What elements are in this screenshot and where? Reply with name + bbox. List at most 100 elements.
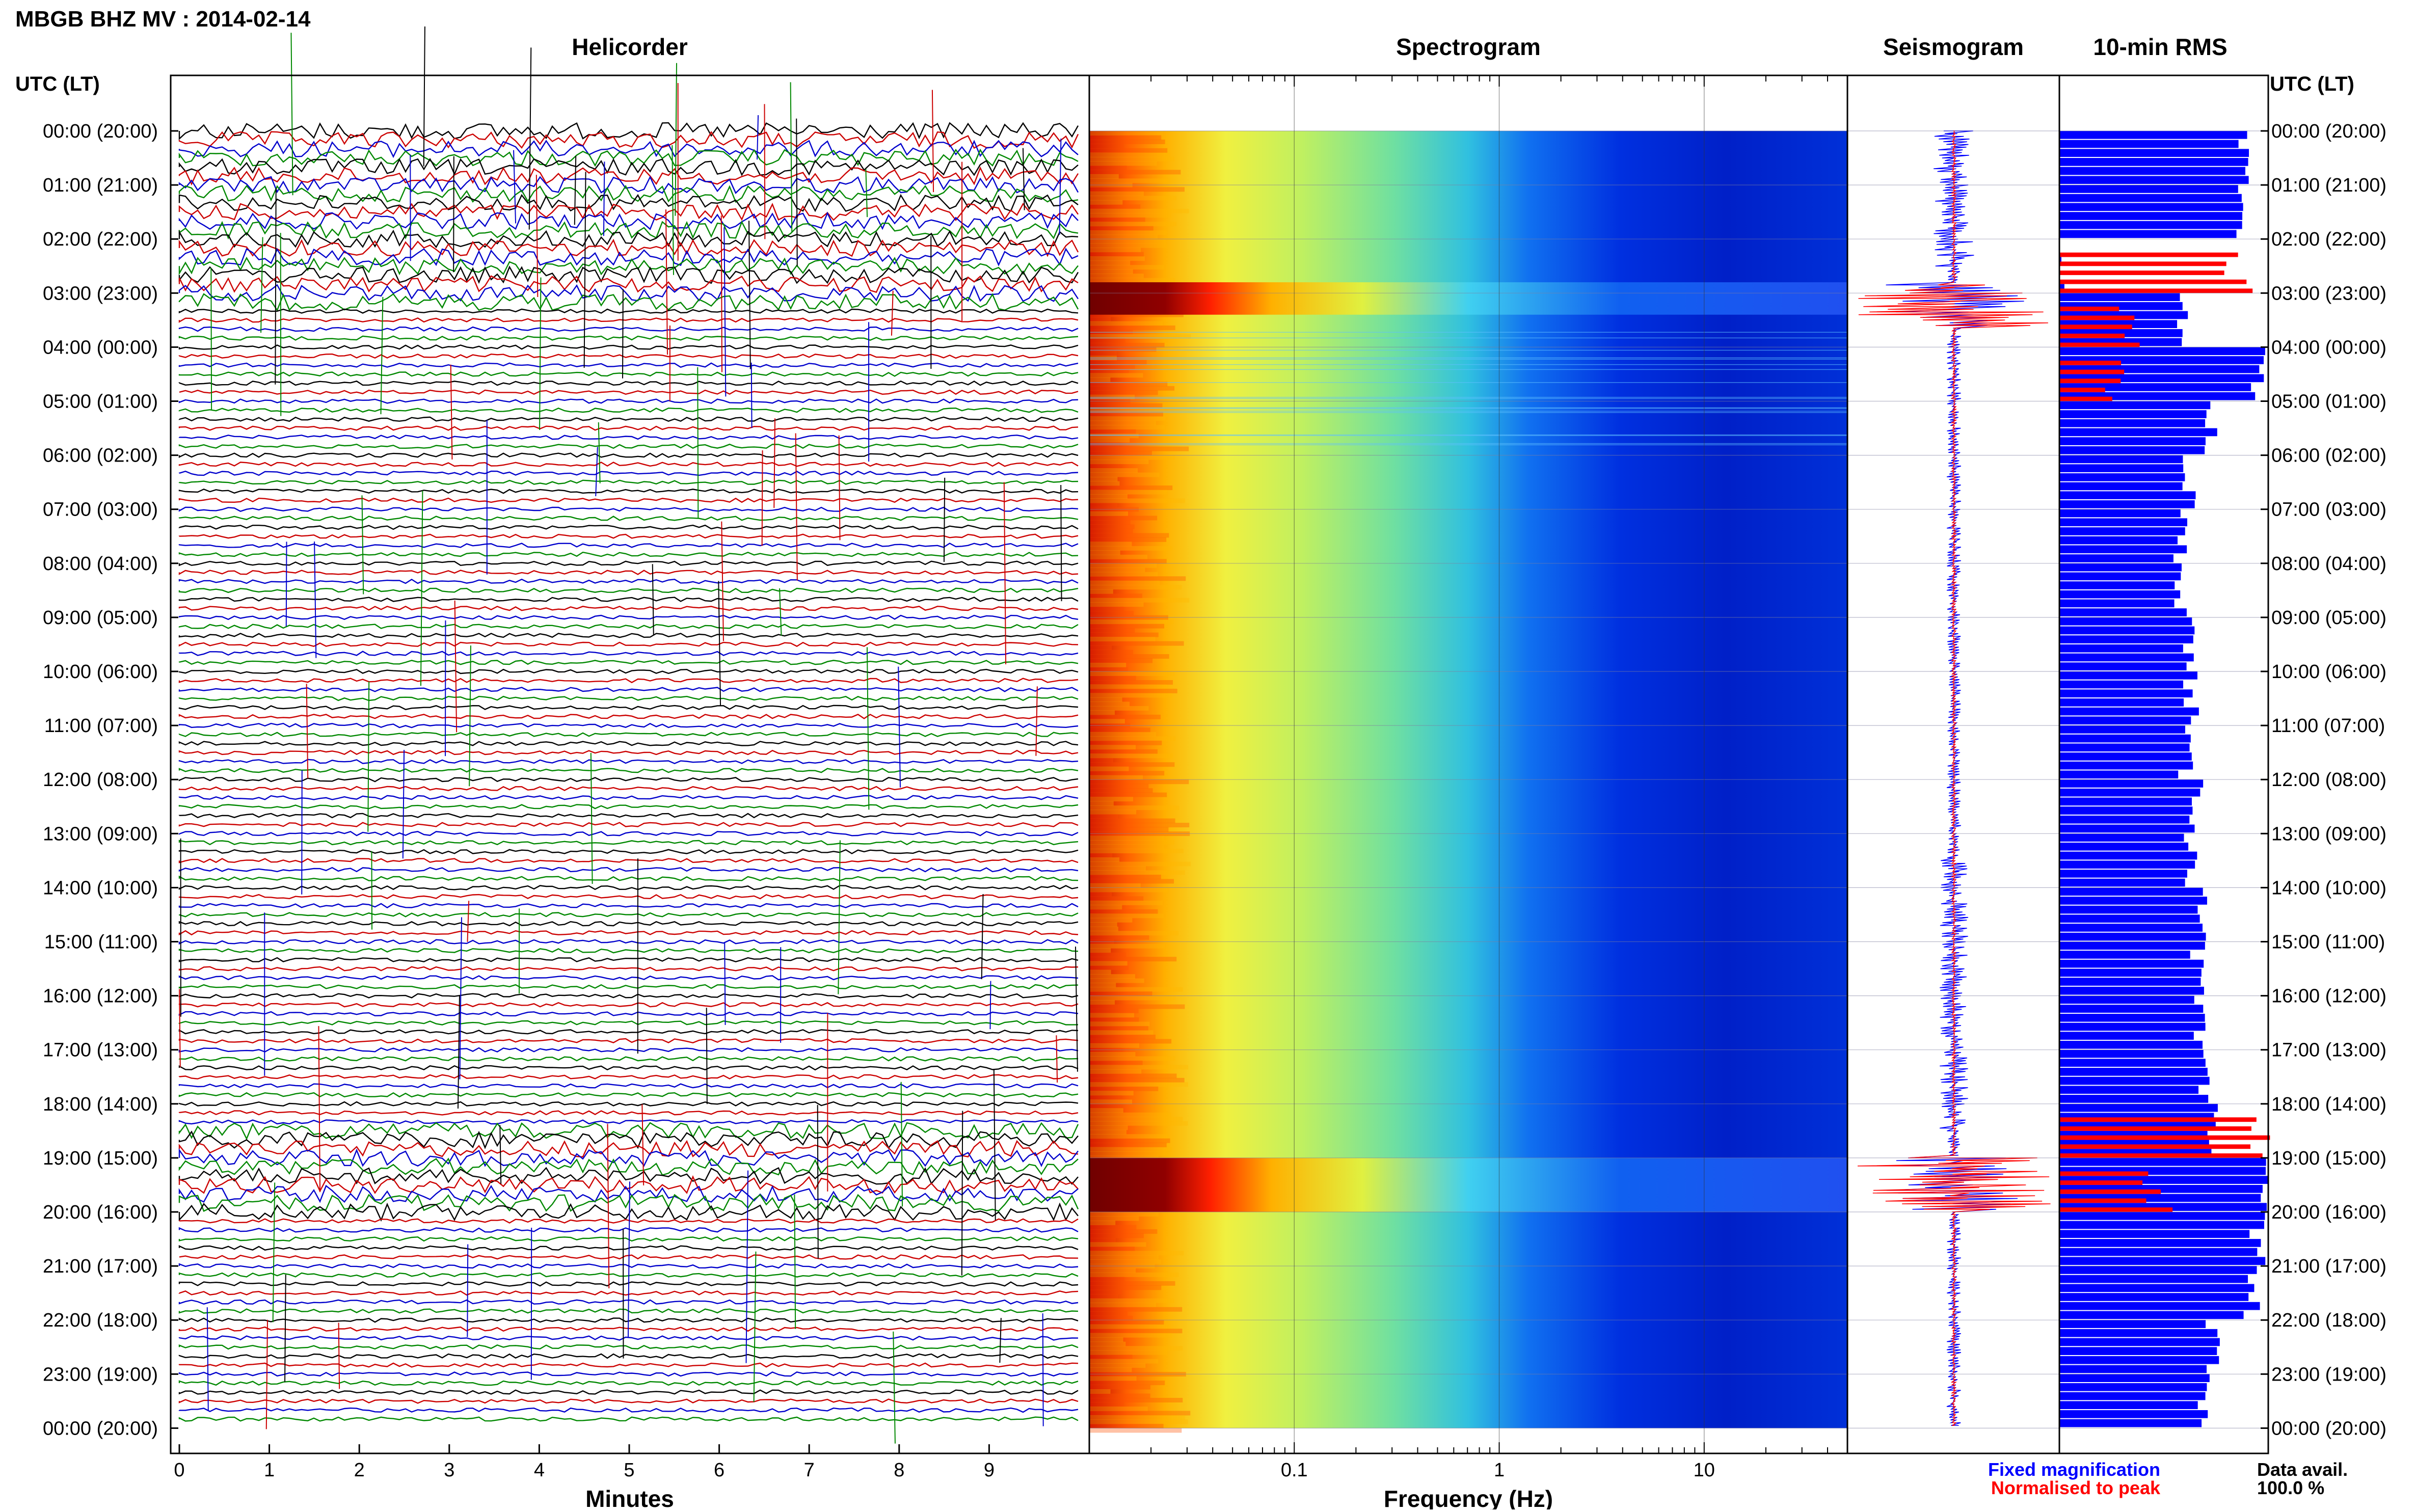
helicorder-spike bbox=[608, 1124, 609, 1288]
spectrogram-texture-row bbox=[1089, 170, 1180, 174]
helicorder-spike bbox=[286, 542, 287, 626]
rms-fixed-bar bbox=[2059, 1410, 2208, 1418]
helicorder-spike bbox=[932, 90, 933, 192]
rms-fixed-bar bbox=[2059, 590, 2180, 599]
helicorder-trace bbox=[179, 426, 1078, 430]
rms-normalised-bar bbox=[2059, 1117, 2257, 1122]
spectrogram-texture-row bbox=[1089, 438, 1130, 443]
spectrogram-texture-row bbox=[1089, 953, 1126, 957]
helicorder-trace bbox=[179, 1336, 1078, 1340]
helicorder-trace bbox=[179, 1195, 1078, 1211]
rms-fixed-bar bbox=[2059, 185, 2238, 193]
helicorder-spike bbox=[599, 422, 600, 483]
helicorder-trace bbox=[179, 517, 1078, 521]
helicorder-trace bbox=[179, 777, 1078, 781]
rms-fixed-bar bbox=[2059, 887, 2203, 896]
spectrogram-texture-row bbox=[1089, 762, 1174, 767]
rms-fixed-bar bbox=[2059, 978, 2201, 986]
rms-fixed-bar bbox=[2059, 617, 2192, 626]
rms-fixed-bar bbox=[2059, 140, 2239, 148]
rms-fixed-bar bbox=[2059, 933, 2206, 941]
helicorder-trace bbox=[179, 1399, 1078, 1403]
spectrogram-texture-row bbox=[1089, 684, 1167, 689]
spectrogram-texture-row bbox=[1089, 1225, 1136, 1229]
spectrogram-texture-row bbox=[1089, 511, 1128, 516]
spectrogram-texture-row bbox=[1089, 1143, 1167, 1147]
spectrogram-texture-row bbox=[1089, 178, 1169, 183]
helicorder-spike bbox=[697, 367, 698, 519]
rms-fixed-bar bbox=[2059, 1050, 2204, 1058]
spectrogram-texture-row bbox=[1089, 360, 1147, 365]
spectrogram-texture-row bbox=[1089, 481, 1119, 486]
spectrogram-texture-row bbox=[1089, 555, 1147, 559]
helicorder-trace bbox=[179, 1003, 1078, 1007]
spectrogram-texture-row bbox=[1089, 974, 1135, 979]
spectrogram-texture-row bbox=[1089, 1134, 1168, 1139]
helicorder-trace bbox=[179, 1012, 1078, 1016]
spectrogram-texture-row bbox=[1089, 710, 1115, 715]
spectrogram-texture-row bbox=[1089, 1117, 1183, 1121]
spectrogram-texture-row bbox=[1089, 1398, 1183, 1402]
rms-normalised-bar bbox=[2059, 1180, 2142, 1185]
helicorder-spike bbox=[451, 365, 452, 460]
rms-fixed-bar bbox=[2059, 167, 2245, 175]
spectrogram-texture-row bbox=[1089, 546, 1172, 551]
helicorder-trace bbox=[179, 633, 1078, 637]
time-tick-label-right: 16:00 (12:00) bbox=[2271, 986, 2386, 1007]
spectrogram-texture-row bbox=[1089, 352, 1117, 356]
helicorder-trace bbox=[179, 444, 1078, 448]
spectrogram-texture-row bbox=[1089, 498, 1185, 503]
rms-fixed-bar bbox=[2059, 654, 2194, 662]
spectrogram-texture-row bbox=[1089, 1052, 1136, 1057]
spectrogram-texture-row bbox=[1089, 166, 1126, 170]
helicorder-trace bbox=[179, 1345, 1078, 1349]
helicorder-spike bbox=[591, 753, 593, 884]
spectrogram-texture-row bbox=[1089, 1359, 1158, 1364]
helicorder-spike bbox=[469, 645, 471, 786]
rms-fixed-bar bbox=[2059, 1374, 2210, 1382]
spectrogram-texture-row bbox=[1089, 1151, 1170, 1156]
minutes-tick-label: 4 bbox=[534, 1460, 545, 1481]
spectrogram-texture-row bbox=[1089, 775, 1143, 780]
rms-fixed-bar bbox=[2059, 1347, 2217, 1355]
spectrogram-texture-row bbox=[1089, 749, 1158, 754]
spectrogram-texture-row bbox=[1089, 819, 1175, 823]
spectrogram-texture-row bbox=[1089, 1212, 1159, 1217]
rms-fixed-bar bbox=[2059, 1419, 2202, 1427]
freq-tick-label: 1 bbox=[1494, 1460, 1505, 1481]
helicorder-spike bbox=[368, 682, 369, 832]
rms-fixed-bar bbox=[2059, 608, 2187, 616]
spectrogram-texture-row bbox=[1089, 1099, 1132, 1104]
helicorder-trace bbox=[179, 831, 1078, 835]
rms-fixed-bar bbox=[2059, 1383, 2207, 1391]
spectrogram-texture-row bbox=[1089, 875, 1161, 879]
spectrogram-texture-row bbox=[1089, 1355, 1133, 1359]
helicorder-trace bbox=[179, 949, 1078, 953]
spectrogram-texture-row bbox=[1089, 473, 1159, 477]
spectrogram-texture-row bbox=[1089, 460, 1148, 464]
spectrogram-texture-row bbox=[1089, 1013, 1134, 1018]
helicorder-spike bbox=[318, 1026, 320, 1192]
spectrogram-texture-row bbox=[1089, 1363, 1145, 1368]
spectrogram-texture-row bbox=[1089, 1368, 1132, 1372]
spectrogram-texture-row bbox=[1089, 758, 1113, 763]
spectrogram-texture-row bbox=[1089, 1376, 1137, 1381]
rms-fixed-bar bbox=[2059, 1014, 2205, 1022]
helicorder-spike bbox=[666, 209, 667, 355]
spectrogram-texture-row bbox=[1089, 1273, 1178, 1277]
rms-fixed-bar bbox=[2059, 527, 2185, 535]
rms-fixed-bar bbox=[2059, 1329, 2217, 1337]
spectrogram-texture-row bbox=[1089, 935, 1149, 940]
helicorder-trace bbox=[179, 669, 1078, 673]
helicorder-trace bbox=[179, 462, 1078, 466]
spectrogram-texture-row bbox=[1089, 905, 1122, 909]
spectrogram-texture-row bbox=[1089, 645, 1112, 650]
time-tick-label-right: 10:00 (06:00) bbox=[2271, 661, 2386, 683]
rms-fixed-bar bbox=[2059, 951, 2190, 959]
spectrogram-heatmap bbox=[1089, 131, 1847, 1433]
helicorder-spike bbox=[1076, 947, 1078, 1072]
helicorder-trace bbox=[179, 168, 1078, 184]
right-axis-label: UTC (LT) bbox=[2270, 73, 2354, 95]
minutes-tick-label: 8 bbox=[894, 1460, 904, 1481]
rms-fixed-bar bbox=[2059, 987, 2204, 995]
